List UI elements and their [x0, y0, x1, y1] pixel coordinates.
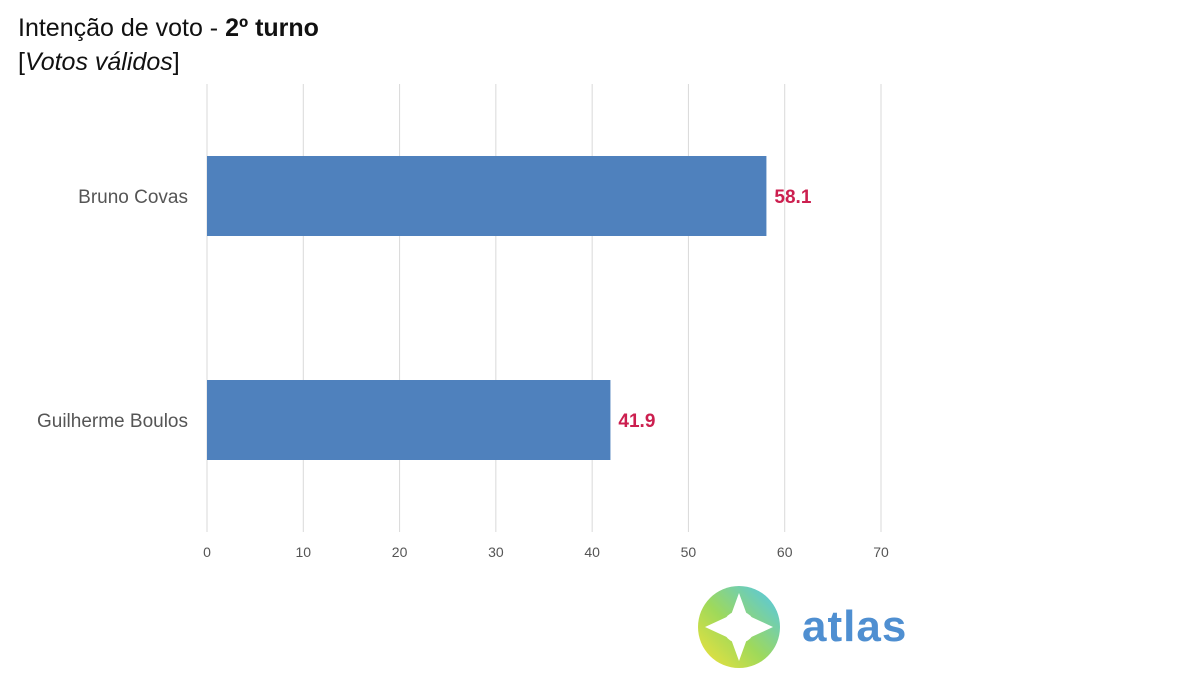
chart-title: Intenção de voto - 2º turno [18, 12, 319, 44]
x-tick-label: 40 [584, 544, 600, 560]
atlas-logo: atlas [698, 586, 907, 668]
x-tick-label: 10 [295, 544, 311, 560]
category-label: Guilherme Boulos [37, 411, 188, 432]
x-tick-label: 70 [873, 544, 889, 560]
bar [207, 156, 767, 236]
chart-subtitle: [Votos válidos] [18, 46, 180, 78]
x-tick-label: 20 [392, 544, 408, 560]
data-label: 58.1 [774, 187, 811, 208]
subtitle-open: [ [18, 48, 25, 76]
subtitle-italic: Votos válidos [24, 48, 173, 76]
x-tick-label: 0 [203, 544, 211, 560]
x-tick-label: 60 [777, 544, 793, 560]
x-tick-label: 50 [681, 544, 697, 560]
logo-text: atlas [802, 602, 908, 651]
title-bold: 2º turno [225, 14, 319, 42]
data-label: 41.9 [618, 411, 655, 432]
category-label: Bruno Covas [78, 187, 188, 208]
bar [207, 380, 611, 460]
subtitle-close: ] [172, 48, 180, 76]
compass-logo-icon [698, 586, 780, 668]
title-prefix: Intenção de voto - [18, 14, 226, 42]
x-tick-label: 30 [488, 544, 504, 560]
